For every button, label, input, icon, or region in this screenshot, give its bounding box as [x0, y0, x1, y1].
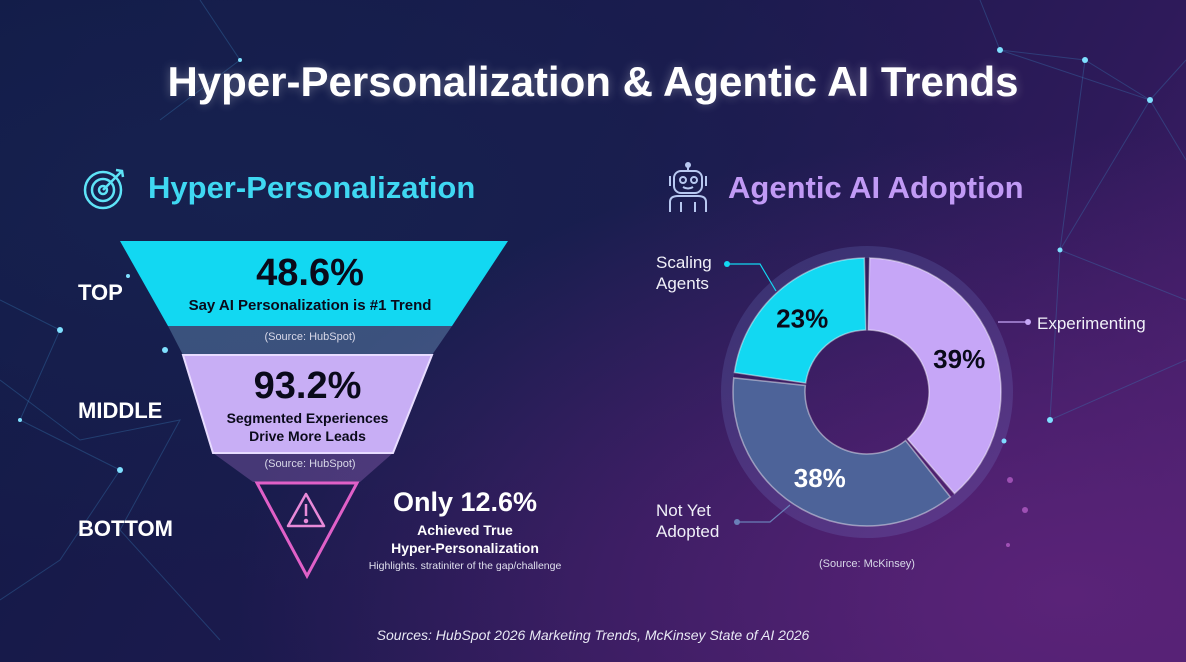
funnel-middle [181, 354, 434, 454]
leader-dot [734, 519, 740, 525]
bottom-description-1: Achieved True [417, 522, 513, 538]
top-source: (Source: HubSpot) [264, 331, 356, 343]
donut-slice-scaling-agents [733, 257, 867, 384]
bottom-description-2: Hyper-Personalization [391, 540, 539, 556]
warning-icon [286, 492, 326, 528]
funnel-connector [213, 453, 393, 482]
funnel [120, 241, 508, 580]
slice-value-label: 39% [933, 344, 985, 374]
level-label-bottom: BOTTOM [78, 516, 173, 541]
slice-label-experimenting: Experimenting [1037, 314, 1146, 333]
middle-description-1: Segmented Experiences [226, 410, 389, 426]
donut-glow [721, 246, 1013, 538]
top-value: 48.6% [256, 252, 364, 294]
middle-description-2: Drive More Leads [249, 428, 366, 444]
leader-dot [724, 261, 730, 267]
top-description: Say AI Personalization is #1 Trend [188, 297, 432, 314]
footer-sources: Sources: HubSpot 2026 Marketing Trends, … [376, 627, 810, 643]
funnel-top [120, 241, 508, 326]
section-heading-hyper-personalization: Hyper-Personalization [148, 170, 476, 205]
label-line: Not Yet [656, 501, 711, 520]
middle-value: 93.2% [253, 365, 362, 407]
target-icon [83, 168, 125, 210]
label-line: Agents [656, 274, 709, 293]
leader-line [727, 263, 777, 292]
leader-dot [1025, 319, 1031, 325]
level-label-middle: MIDDLE [78, 398, 163, 423]
slice-value-label: 38% [794, 463, 846, 493]
leader-line [737, 504, 791, 523]
donut-slice-experimenting [867, 257, 1002, 495]
slice-label-not-yet-adopted: Not Yet Adopted [656, 500, 719, 542]
section-heading-agentic-ai: Agentic AI Adoption [728, 170, 1024, 205]
level-label-top: TOP [78, 280, 123, 305]
label-line: Adopted [656, 522, 720, 541]
donut-source: (Source: McKinsey) [819, 558, 915, 570]
middle-source: (Source: HubSpot) [264, 458, 356, 470]
funnel-connector [168, 326, 452, 355]
funnel-bottom [254, 481, 360, 580]
robot-icon [669, 162, 707, 212]
bottom-value: Only 12.6% [392, 487, 538, 517]
page-title: Hyper-Personalization & Agentic AI Trend… [167, 58, 1019, 105]
slice-value-label: 23% [776, 303, 828, 333]
bottom-note: Highlights. stratiniter of the gap/chall… [368, 560, 562, 572]
label-line: Scaling [656, 253, 712, 272]
slice-label-scaling-agents: Scaling Agents [656, 252, 712, 294]
donut-slice-not-yet-adopted [732, 377, 952, 527]
